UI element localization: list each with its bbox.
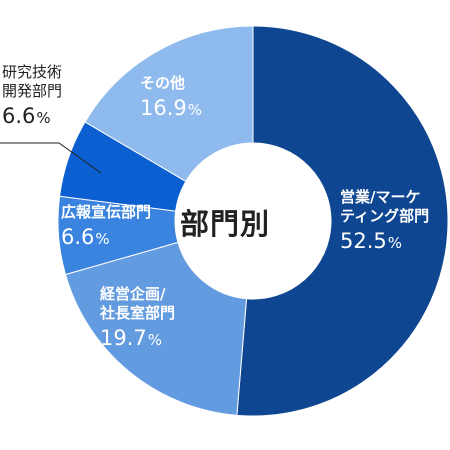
- slice-percent-value-2: 6.6: [61, 224, 95, 249]
- slice-percent-value-1: 19.7: [100, 325, 147, 350]
- slice-label-0: 営業/マーケ ティング部門 52.5%: [340, 188, 429, 254]
- slice-label-1: 経営企画/社長室部門 19.7%: [100, 285, 175, 351]
- slice-label-0-line-0: 営業/マーケ: [340, 188, 421, 206]
- pie-slice-0: [236, 25, 449, 417]
- pie-slice-1: [64, 241, 248, 416]
- slice-label-1-line-0: 経営企画/: [100, 285, 166, 303]
- slice-percent-1: 19.7%: [100, 325, 175, 351]
- slice-percent-unit-4: %: [187, 100, 203, 119]
- slice-label-0-line-1: ティング部門: [340, 206, 430, 225]
- slice-percent-unit-3: %: [36, 108, 51, 127]
- slice-label-3-line-1: 開発部門: [2, 81, 63, 100]
- slice-label-4: その他 16.9%: [140, 74, 202, 121]
- slice-percent-2: 6.6%: [61, 224, 151, 250]
- slice-percent-4: 16.9%: [140, 95, 202, 121]
- slice-percent-0: 52.5%: [340, 228, 429, 254]
- slice-percent-value-3: 6.6: [2, 103, 36, 128]
- slice-label-2: 広報宣伝部門 6.6%: [61, 203, 151, 250]
- callout-leader-line: [0, 142, 102, 174]
- slice-percent-value-4: 16.9: [140, 95, 187, 120]
- slice-percent-unit-2: %: [95, 229, 110, 248]
- slice-percent-unit-0: %: [387, 233, 403, 252]
- slice-percent-unit-1: %: [147, 330, 163, 349]
- slice-label-2-line-0: 広報宣伝部門: [61, 203, 152, 221]
- slice-label-3-line-0: 研究技術: [2, 63, 63, 81]
- slice-label-1-line-1: 社長室部門: [100, 303, 176, 322]
- slice-percent-3: 6.6%: [2, 103, 62, 129]
- slice-percent-value-0: 52.5: [340, 228, 387, 253]
- slice-label-4-line-0: その他: [140, 74, 186, 92]
- chart-center-title: 部門別: [179, 207, 270, 241]
- pie-slice-4: [84, 25, 254, 183]
- slice-label-3: 研究技術 開発部門 6.6%: [2, 63, 62, 129]
